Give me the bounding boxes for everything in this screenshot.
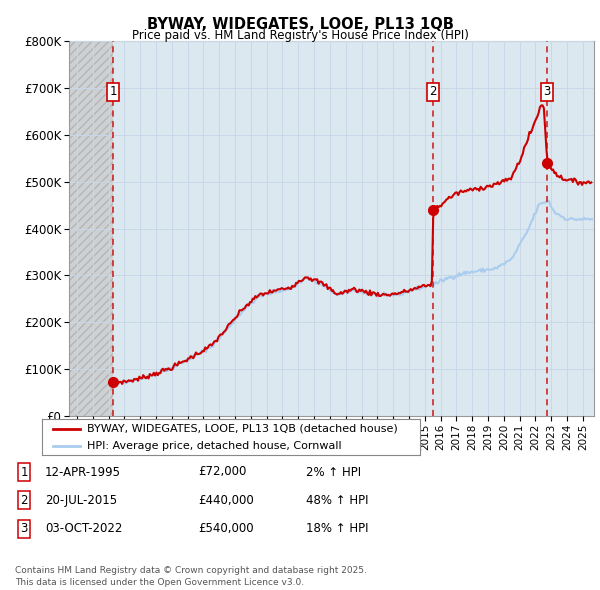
Text: £440,000: £440,000 [198, 494, 254, 507]
Text: £72,000: £72,000 [198, 466, 247, 478]
Text: 12-APR-1995: 12-APR-1995 [45, 466, 121, 478]
Text: 3: 3 [544, 86, 551, 99]
Text: Price paid vs. HM Land Registry's House Price Index (HPI): Price paid vs. HM Land Registry's House … [131, 30, 469, 42]
Text: Contains HM Land Registry data © Crown copyright and database right 2025.
This d: Contains HM Land Registry data © Crown c… [15, 566, 367, 587]
Text: 2% ↑ HPI: 2% ↑ HPI [306, 466, 361, 478]
Text: BYWAY, WIDEGATES, LOOE, PL13 1QB (detached house): BYWAY, WIDEGATES, LOOE, PL13 1QB (detach… [88, 424, 398, 434]
Text: HPI: Average price, detached house, Cornwall: HPI: Average price, detached house, Corn… [88, 441, 342, 451]
Text: 48% ↑ HPI: 48% ↑ HPI [306, 494, 368, 507]
Text: £540,000: £540,000 [198, 522, 254, 535]
Bar [69, 41, 113, 416]
Text: 2: 2 [430, 86, 437, 99]
Text: 3: 3 [20, 522, 28, 535]
Text: 1: 1 [109, 86, 117, 99]
Text: 1: 1 [20, 466, 28, 478]
Text: 20-JUL-2015: 20-JUL-2015 [45, 494, 117, 507]
Text: 03-OCT-2022: 03-OCT-2022 [45, 522, 122, 535]
Text: 18% ↑ HPI: 18% ↑ HPI [306, 522, 368, 535]
Text: 2: 2 [20, 494, 28, 507]
Text: BYWAY, WIDEGATES, LOOE, PL13 1QB: BYWAY, WIDEGATES, LOOE, PL13 1QB [146, 17, 454, 31]
